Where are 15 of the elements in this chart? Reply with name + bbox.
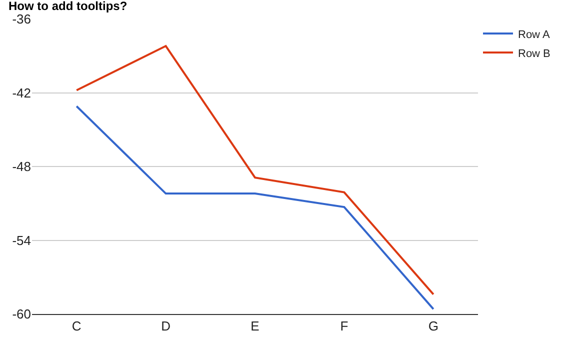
line-series: [76, 105, 434, 310]
y-tick-label: -54: [12, 232, 31, 248]
x-tick-label: G: [428, 318, 438, 334]
x-tick-label: E: [250, 318, 260, 334]
line-series: [76, 45, 434, 296]
y-tick-label: -42: [12, 85, 31, 100]
legend-label: Row A: [518, 28, 550, 41]
x-tick-label: C: [72, 318, 82, 334]
y-tick-label: -60: [12, 306, 31, 322]
x-tick-label: D: [161, 318, 170, 334]
legend-label: Row B: [518, 48, 550, 60]
chart-title: How to add tooltips?: [8, 0, 128, 14]
y-tick-label: -48: [12, 159, 31, 174]
x-tick-label: F: [340, 318, 348, 334]
y-tick-label: -36: [12, 12, 31, 27]
